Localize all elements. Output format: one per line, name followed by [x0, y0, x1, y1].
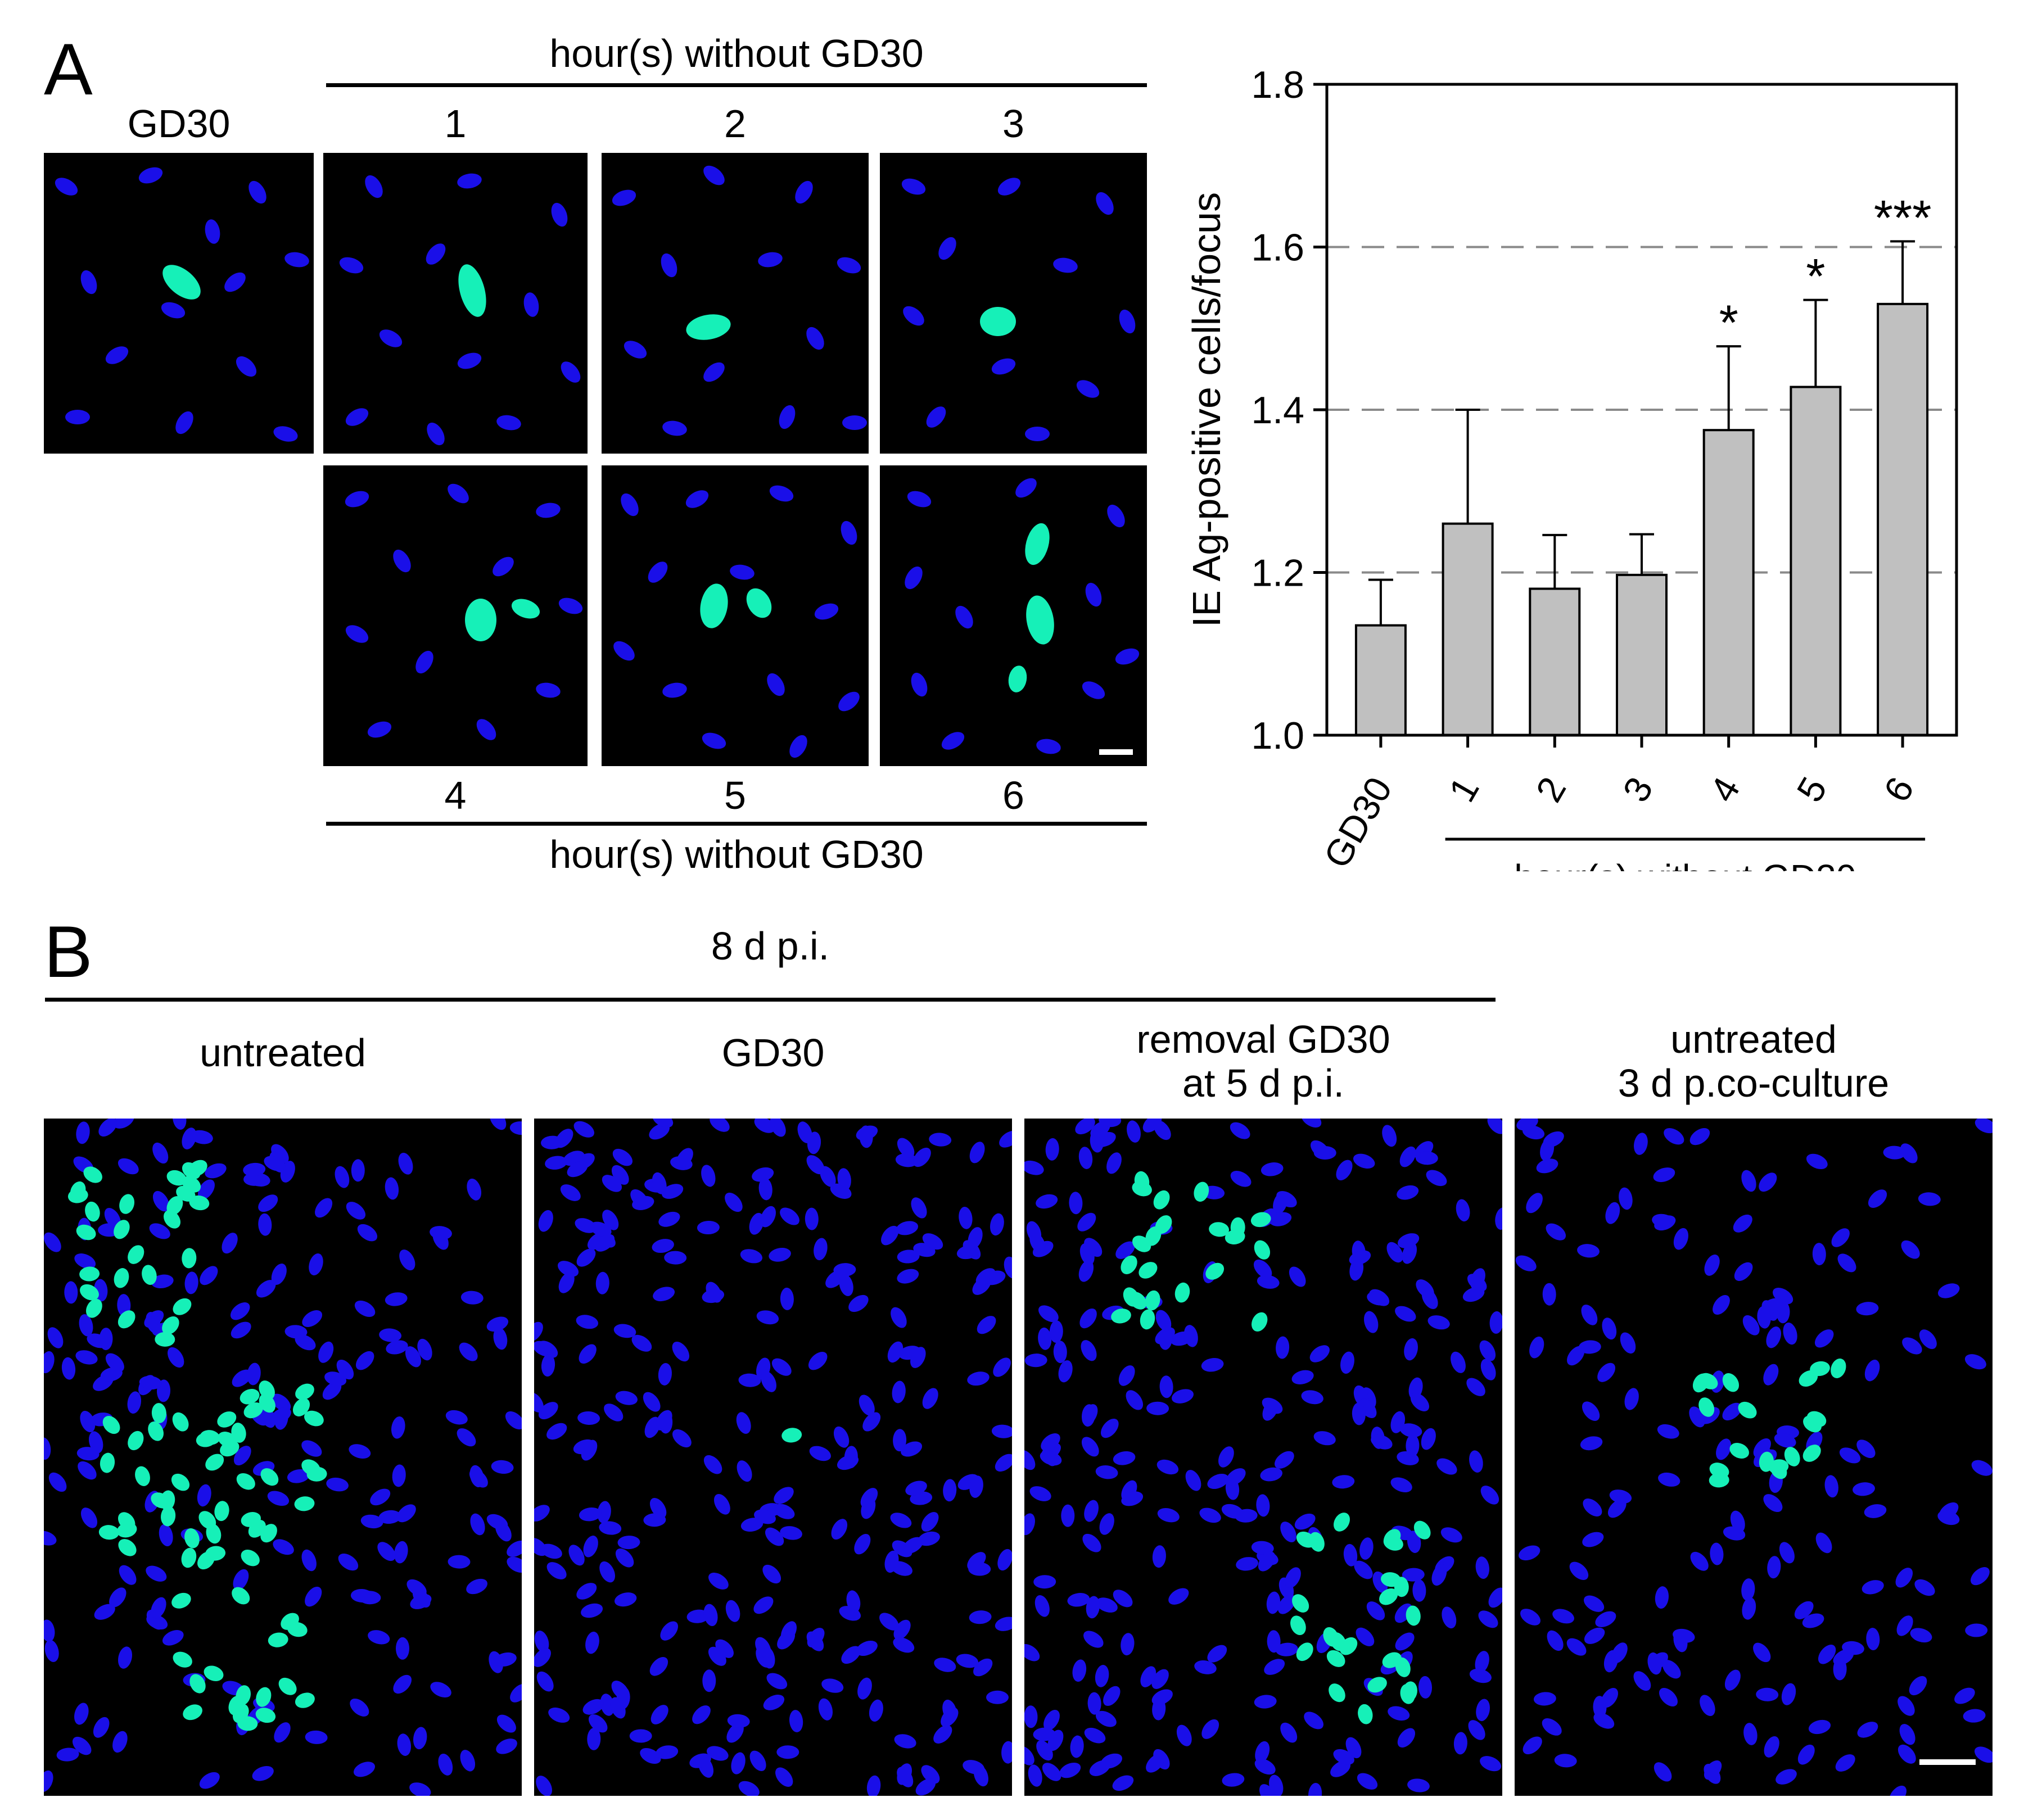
micrograph-4h [323, 465, 588, 766]
x-tick-label: GD30 [1316, 770, 1400, 871]
y-axis-label: IE Ag-positive cells/focus [1185, 192, 1228, 627]
micrograph-2h [602, 153, 869, 454]
x-tick-label: 2 [1528, 770, 1574, 809]
image-label-2h: 2 [724, 102, 746, 146]
image-label-1h: 1 [444, 102, 467, 146]
micrograph-6h [880, 465, 1147, 766]
x-tick-label: 6 [1876, 770, 1922, 809]
x-tick-label: 3 [1615, 770, 1661, 809]
micrograph-1h [323, 153, 588, 454]
bar [1616, 573, 1668, 737]
image-label-3h: 3 [1002, 102, 1024, 146]
y-tick-label: 1.8 [1251, 64, 1304, 106]
micrograph-gd30 [44, 153, 314, 454]
image-label-5h: 5 [724, 773, 746, 817]
panel-b-label-coculture: untreated 3 d p.co-culture [1618, 1017, 1890, 1106]
panel-b-letter: B [44, 911, 93, 993]
image-label-gd30: GD30 [127, 102, 231, 146]
significance-label: * [1719, 295, 1738, 350]
significance-label: * [1806, 248, 1825, 304]
panel-a-top-group-label: hour(s) without GD30 [549, 31, 924, 75]
panel-b-group-label: 8 d p.i. [711, 924, 830, 968]
x-tick-label: 1 [1440, 770, 1487, 809]
panel-b-top-rule [45, 998, 1496, 1002]
micrograph-3h [880, 153, 1147, 454]
micrograph-b-coculture [1515, 1119, 1993, 1796]
panel-a-bottom-group-label: hour(s) without GD30 [549, 832, 924, 876]
y-tick-label: 1.4 [1251, 389, 1304, 432]
x-tick-label: 5 [1788, 770, 1835, 809]
micrograph-b-untreated [44, 1119, 522, 1796]
panel-b-label-removal: removal GD30 at 5 d p.i. [1136, 1017, 1390, 1106]
y-tick-label: 1.2 [1251, 552, 1304, 595]
micrograph-b-gd30 [534, 1119, 1012, 1796]
panel-b-label-untreated: untreated [200, 1031, 366, 1075]
panel-a-bottom-rule [326, 822, 1147, 826]
scale-bar-panel-b [1919, 1759, 1976, 1765]
image-label-4h: 4 [444, 773, 467, 817]
significance-label: *** [1874, 189, 1932, 245]
micrograph-5h [602, 465, 869, 766]
bar [1790, 386, 1842, 736]
scale-bar-panel-a [1099, 749, 1133, 755]
bar [1877, 302, 1929, 736]
bar [1354, 624, 1407, 737]
y-tick-label: 1.6 [1251, 227, 1304, 269]
bar-chart: *****1.01.21.41.61.8IE Ag-positive cells… [1185, 64, 1958, 871]
y-tick-label: 1.0 [1251, 714, 1304, 757]
bar [1442, 522, 1494, 737]
micrograph-b-removal-gd30 [1024, 1119, 1502, 1796]
panel-b-label-gd30: GD30 [721, 1031, 825, 1075]
bar [1529, 587, 1581, 736]
x-tick-label: 4 [1701, 770, 1747, 809]
panel-a-top-rule [326, 83, 1147, 87]
x-axis-label: hour(s) without GD30 [1514, 857, 1856, 871]
bar [1702, 429, 1755, 736]
panel-a-letter: A [44, 28, 93, 110]
image-label-6h: 6 [1002, 773, 1024, 817]
